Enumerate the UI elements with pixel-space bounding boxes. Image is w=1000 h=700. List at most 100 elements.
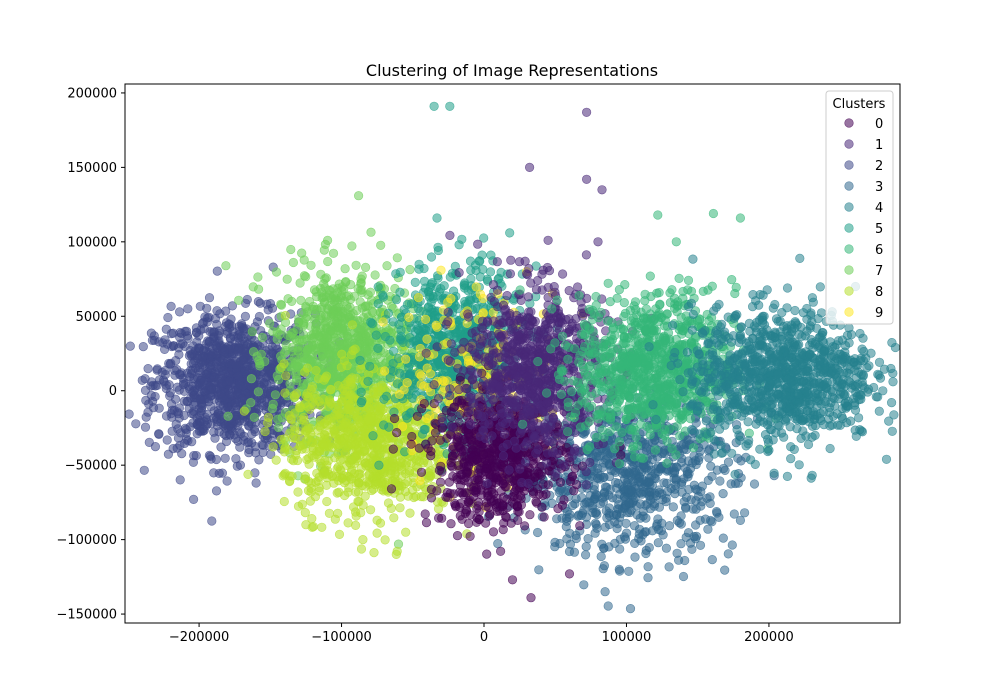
data-point — [293, 356, 303, 366]
data-point — [395, 368, 405, 378]
data-point — [270, 390, 281, 400]
data-point — [306, 260, 316, 270]
data-point — [165, 388, 175, 398]
data-point — [154, 429, 164, 439]
data-point — [290, 408, 300, 418]
data-point — [276, 324, 286, 334]
data-point — [325, 397, 335, 407]
data-point — [239, 323, 249, 334]
data-point — [342, 361, 352, 371]
data-point — [668, 502, 678, 512]
data-point — [321, 371, 332, 381]
data-point — [312, 292, 322, 302]
data-point — [141, 412, 151, 422]
data-point — [323, 256, 333, 267]
data-point — [419, 276, 430, 286]
data-point — [671, 480, 681, 490]
data-point — [319, 342, 329, 352]
data-point — [287, 454, 297, 464]
data-point — [194, 426, 205, 436]
data-point — [360, 458, 370, 468]
data-point — [140, 385, 151, 396]
data-point — [410, 277, 420, 288]
data-point — [162, 435, 172, 445]
data-point — [194, 343, 204, 353]
data-point — [331, 336, 341, 346]
data-point — [475, 289, 486, 299]
data-point — [651, 491, 662, 501]
data-point — [209, 413, 219, 423]
data-point — [356, 398, 366, 408]
data-point — [581, 541, 591, 552]
data-point — [279, 359, 289, 369]
data-point — [434, 330, 444, 340]
data-point — [195, 394, 205, 404]
data-point — [254, 284, 264, 294]
data-point — [433, 245, 444, 256]
data-point — [519, 521, 530, 531]
data-point — [436, 265, 446, 275]
outlier-point — [505, 228, 515, 238]
data-point — [676, 440, 686, 451]
data-point — [555, 477, 566, 487]
data-point — [424, 302, 434, 312]
data-point — [575, 521, 585, 531]
data-point — [321, 273, 331, 283]
data-point — [202, 303, 212, 313]
data-point — [246, 374, 256, 384]
data-point — [340, 418, 351, 429]
data-point — [227, 301, 237, 311]
data-point — [424, 292, 435, 302]
data-point — [532, 527, 543, 538]
data-point — [333, 381, 344, 391]
data-point — [315, 446, 325, 456]
data-point — [613, 519, 623, 529]
data-point — [225, 389, 235, 399]
data-point — [355, 324, 365, 335]
data-point — [268, 326, 278, 337]
data-point — [231, 360, 241, 370]
data-point — [199, 324, 209, 334]
data-point — [222, 476, 232, 486]
data-point — [392, 379, 403, 389]
data-point — [299, 415, 309, 425]
data-point — [420, 509, 430, 519]
data-point — [581, 497, 591, 508]
data-point — [124, 409, 134, 419]
data-point — [220, 453, 230, 463]
data-point — [180, 438, 190, 449]
data-point — [343, 518, 353, 528]
data-point — [307, 304, 318, 314]
data-point — [366, 317, 376, 327]
data-point — [356, 544, 367, 554]
data-point — [131, 419, 141, 429]
data-point — [364, 336, 375, 346]
data-point — [205, 363, 215, 373]
data-point — [687, 458, 698, 468]
data-point — [257, 332, 268, 343]
data-point — [711, 507, 722, 517]
data-point — [407, 393, 418, 403]
data-point — [463, 286, 473, 296]
data-point — [641, 488, 651, 498]
data-point — [346, 439, 357, 449]
data-point — [361, 262, 371, 273]
chart-title: Clustering of Image Representations — [366, 61, 658, 80]
data-point — [204, 293, 215, 303]
data-point — [421, 517, 432, 528]
data-point — [246, 381, 256, 391]
data-point — [672, 515, 682, 526]
data-point — [348, 345, 358, 356]
data-point — [629, 521, 640, 531]
data-point — [175, 307, 185, 317]
data-point — [423, 458, 433, 469]
data-point — [333, 441, 343, 451]
data-point — [279, 496, 289, 507]
data-point — [371, 330, 381, 340]
data-point — [200, 380, 210, 390]
data-point — [207, 516, 217, 526]
data-point — [342, 386, 352, 397]
data-point — [422, 334, 432, 344]
data-point — [278, 471, 288, 481]
